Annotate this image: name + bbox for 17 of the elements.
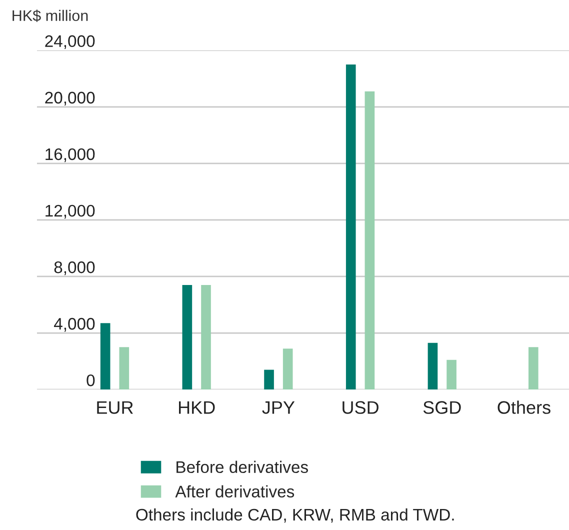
x-tick-label: HKD [179, 401, 215, 414]
legend-label: Before derivatives [176, 460, 308, 474]
x-tick-label: SGD [423, 401, 461, 414]
y-tick-label: 4,000 [54, 318, 95, 332]
y-tick-label: 24,000 [45, 35, 95, 50]
x-tick-label: Others [498, 400, 550, 414]
y-tick-label: 0 [86, 374, 95, 386]
y-tick-label: 12,000 [46, 204, 95, 219]
text: Others include CAD, KRW, RMB and TWD. [136, 508, 454, 523]
x-tick-label: USD [342, 401, 378, 414]
y-axis-title: HK$ million [12, 10, 88, 22]
x-tick-label: JPY [262, 401, 295, 414]
y-tick-label: 20,000 [45, 92, 95, 106]
y-tick-label: 8,000 [54, 261, 95, 276]
x-tick-label: EUR [97, 401, 133, 414]
y-tick-label: 16,000 [46, 148, 95, 162]
legend-label: After derivatives [175, 485, 294, 498]
